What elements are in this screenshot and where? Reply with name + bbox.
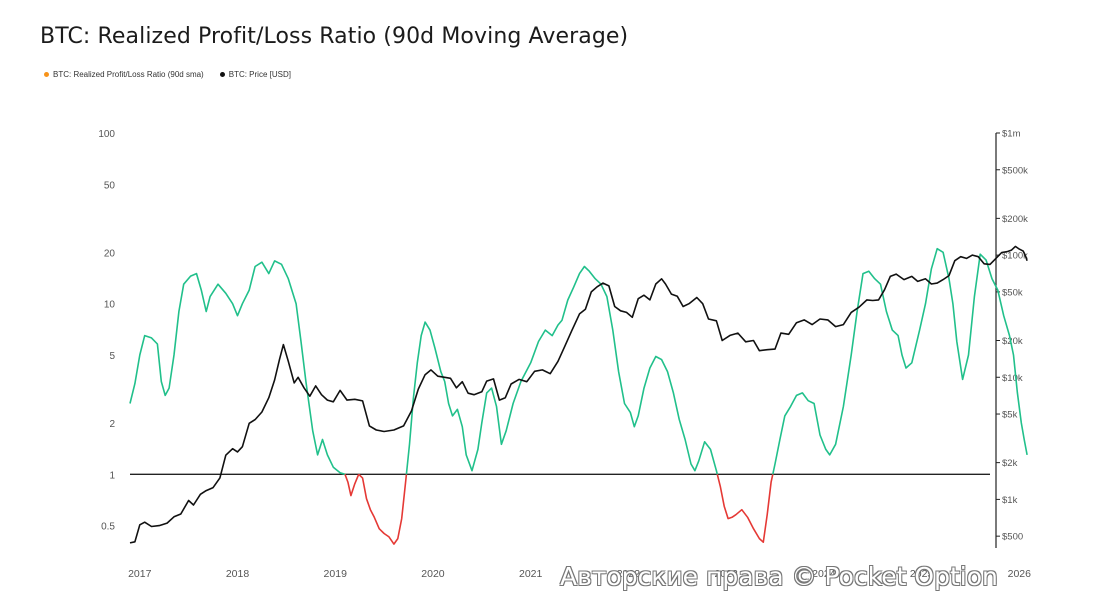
left-tick-6: 1 (109, 470, 115, 481)
right-tick-2: $200k (1002, 214, 1028, 225)
left-tick-5: 2 (109, 419, 115, 430)
legend-dot-ratio (44, 72, 49, 77)
chart-title: BTC: Realized Profit/Loss Ratio (90d Mov… (40, 24, 629, 49)
ratio-line-above-one-4 (405, 265, 719, 475)
right-tick-10: $500 (1002, 532, 1023, 543)
x-tick-2021: 2021 (519, 568, 543, 580)
x-tick-2017: 2017 (128, 568, 152, 580)
x-tick-2025: 2025 (910, 568, 934, 580)
left-tick-1: 50 (104, 180, 116, 191)
x-tick-2026: 2026 (1008, 568, 1032, 580)
right-tick-6: $10k (1002, 373, 1023, 384)
watermark-text: Авторские права © Pocket Option (560, 562, 998, 591)
right-tick-7: $5k (1002, 410, 1018, 421)
left-tick-3: 10 (104, 300, 116, 311)
x-tick-2023: 2023 (714, 568, 738, 580)
right-tick-0: $1m (1002, 129, 1021, 140)
x-tick-2018: 2018 (226, 568, 250, 580)
legend-dot-price (219, 72, 225, 77)
ratio-line-below-one-5 (716, 474, 774, 543)
legend-label-price: BTC: Price [USD] (228, 70, 291, 79)
price-series (129, 245, 1028, 544)
x-tick-2019: 2019 (324, 568, 348, 580)
left-tick-0: 100 (98, 129, 115, 140)
chart-legend: BTC: Realized Profit/Loss Ratio (90d sma… (44, 70, 291, 79)
right-tick-9: $1k (1002, 495, 1018, 506)
right-tick-5: $20k (1002, 336, 1023, 347)
ratio-line-below-one-3 (358, 473, 408, 545)
legend-item-ratio[interactable]: BTC: Realized Profit/Loss Ratio (90d sma… (44, 70, 204, 79)
left-axis-ticks: 100 50 20 10 5 2 1 0.5 (98, 129, 115, 533)
legend-label-ratio: BTC: Realized Profit/Loss Ratio (90d sma… (53, 70, 204, 79)
right-tick-1: $500k (1002, 165, 1028, 176)
left-tick-4: 5 (109, 351, 115, 362)
right-tick-3: $100k (1002, 251, 1028, 262)
ratio-line-below-one-1 (344, 473, 360, 497)
left-tick-2: 20 (104, 248, 116, 259)
ratio-line-above-one-0 (129, 260, 346, 476)
right-axis: $1m $500k $200k $100k $50k $20k $10k $5k $2k $1k $… (995, 129, 1028, 548)
legend-item-price[interactable]: BTC: Price [USD] (219, 70, 291, 79)
x-tick-2020: 2020 (421, 568, 445, 580)
x-tick-2022: 2022 (617, 568, 641, 580)
x-tick-2024: 2024 (812, 568, 836, 580)
ratio-line-above-one-6 (772, 247, 1028, 475)
right-tick-8: $2k (1002, 458, 1018, 469)
price-line (129, 245, 1028, 544)
left-tick-7: 0.5 (101, 522, 115, 533)
ratio-series (129, 247, 1028, 545)
x-axis-ticks: 2017 2018 2019 2020 2021 2022 2023 2024 2025 2026 (128, 568, 1031, 580)
right-tick-4: $50k (1002, 287, 1023, 298)
